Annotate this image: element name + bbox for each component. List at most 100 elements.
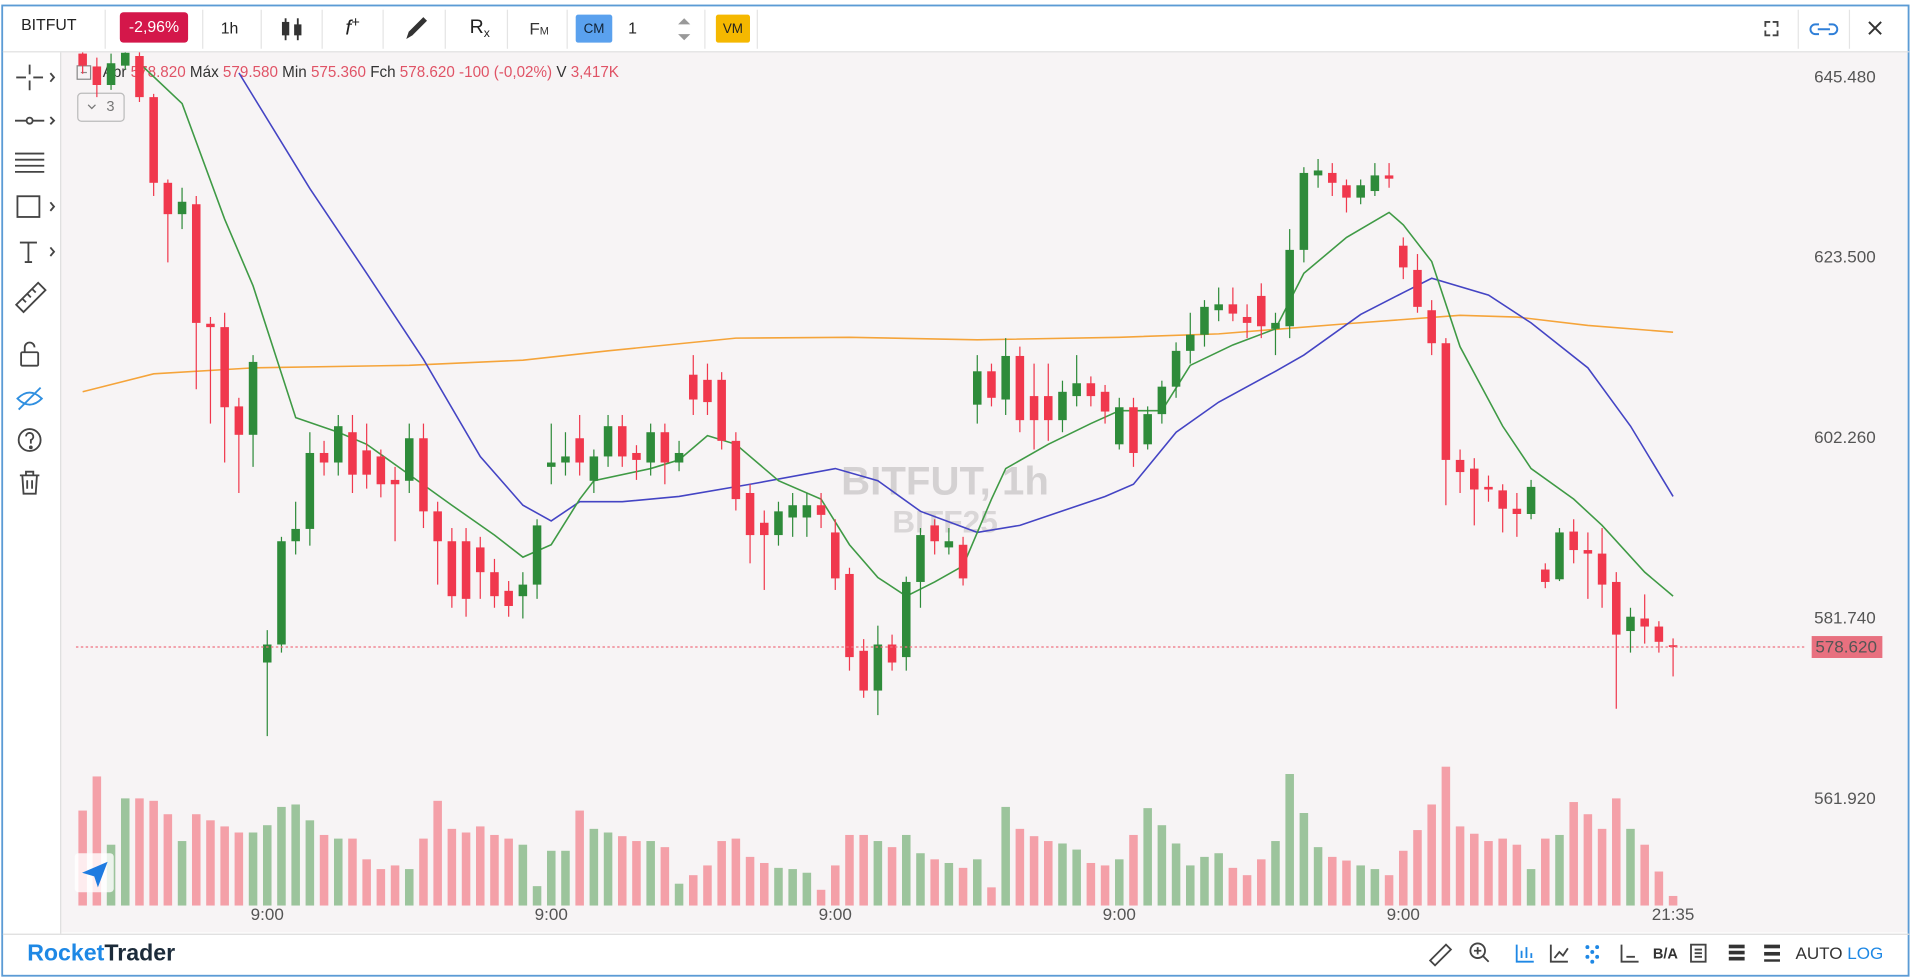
volume-bar <box>902 834 911 906</box>
volume-bar <box>376 869 386 906</box>
candle-body <box>717 379 726 441</box>
candle-body <box>1058 391 1067 421</box>
candle-type-button[interactable] <box>281 18 302 41</box>
ba-button[interactable]: B/A <box>1653 946 1679 962</box>
fullscreen-button[interactable] <box>1764 21 1779 37</box>
candle-body <box>1044 396 1053 421</box>
candle-body <box>1214 304 1223 311</box>
volume-bar <box>632 841 641 906</box>
candle-body <box>1129 407 1138 453</box>
interval-button[interactable]: 1h <box>221 20 239 37</box>
volume-bar <box>163 814 173 906</box>
x-tick-label: 9:00 <box>819 905 852 924</box>
volume-bar <box>1228 867 1238 906</box>
help-button[interactable] <box>17 428 42 452</box>
legend-toggle[interactable] <box>76 65 92 80</box>
close-value: 578.620 <box>400 64 455 81</box>
volume-bar <box>333 838 343 906</box>
quantity-spinner[interactable] <box>678 18 691 41</box>
change-value: -2,96% <box>129 19 179 36</box>
volume-bar <box>1186 865 1195 906</box>
volume-bar <box>1612 798 1621 906</box>
volume-bar <box>1441 766 1451 906</box>
volume-bar <box>1214 853 1223 906</box>
volume-bar <box>561 850 570 906</box>
link-button[interactable] <box>1809 23 1839 36</box>
volume-bar <box>1569 802 1578 906</box>
candle-body <box>1441 343 1451 460</box>
candle-body <box>1015 355 1025 421</box>
fib-tool[interactable] <box>15 152 45 173</box>
candle-body <box>1228 304 1238 314</box>
brand-part: Rocket <box>27 940 104 966</box>
crosshair-tool[interactable] <box>16 64 56 91</box>
volume-bar <box>206 820 215 906</box>
volume-bar <box>1058 843 1067 906</box>
volume-bar <box>220 826 229 906</box>
zoom-button[interactable] <box>1469 942 1490 963</box>
shape-tool[interactable] <box>16 195 56 218</box>
delete-tool[interactable] <box>19 470 40 495</box>
volume-bar <box>973 859 982 906</box>
remove-indicators-button[interactable]: Rx <box>470 16 490 40</box>
x-tick-label: 9:00 <box>1387 905 1420 924</box>
volume-bar <box>944 862 954 906</box>
line-chart-button[interactable] <box>1549 944 1569 963</box>
candle-body <box>1356 185 1365 198</box>
auto-scale-button[interactable]: AUTO <box>1795 944 1842 963</box>
candle-body <box>646 432 655 463</box>
ruler-button[interactable] <box>1428 943 1453 967</box>
axis-button[interactable] <box>1620 944 1639 963</box>
candle-body <box>1597 553 1607 585</box>
quantity-input[interactable]: 1 <box>628 20 637 37</box>
volume-bar <box>731 838 741 906</box>
candle-body <box>1626 616 1635 632</box>
navigate-button[interactable] <box>74 853 114 893</box>
candle-body <box>816 505 826 515</box>
candle-body <box>1143 414 1152 445</box>
volume-bar <box>1526 869 1536 906</box>
volume-bar <box>688 875 698 906</box>
symbol[interactable]: BITFUT <box>21 17 77 34</box>
candle-body <box>177 201 187 215</box>
close-button[interactable] <box>1868 21 1882 35</box>
volume-bar <box>1015 828 1025 906</box>
candle-body <box>1541 569 1550 582</box>
volume-bar <box>1242 875 1252 906</box>
candle-body <box>419 438 428 512</box>
indicators-collapse[interactable] <box>77 92 125 122</box>
book-button[interactable] <box>1690 943 1707 963</box>
candle-body <box>319 452 329 463</box>
candle-body <box>404 438 414 481</box>
text-tool[interactable] <box>19 241 56 263</box>
vm-button[interactable] <box>715 14 751 43</box>
candle-body <box>688 374 698 400</box>
volume-bar <box>802 872 812 906</box>
volume-bar <box>248 832 258 906</box>
ruler-tool[interactable] <box>14 281 47 314</box>
cm-button[interactable] <box>575 14 613 43</box>
lock-tool[interactable] <box>20 341 40 367</box>
dots-button[interactable] <box>1585 945 1600 964</box>
watermark-title: BITFUT, 1h <box>841 459 1049 504</box>
y-tick-label: 602.260 <box>1814 428 1876 447</box>
candle-body <box>1072 383 1081 397</box>
candle-body <box>1186 334 1195 351</box>
y-tick-label: 561.920 <box>1814 789 1876 808</box>
drawing-toolbar <box>14 64 56 495</box>
dom-button[interactable] <box>1764 944 1780 962</box>
draw-button[interactable] <box>406 17 427 40</box>
volume-bar <box>1029 836 1039 906</box>
candle-body <box>788 505 797 518</box>
candle-body <box>149 97 158 183</box>
line-tool[interactable] <box>15 116 56 125</box>
hide-tool[interactable] <box>16 386 44 411</box>
indicator-button[interactable]: f+ <box>345 15 360 40</box>
volume-value: 3,417K <box>571 64 619 81</box>
fm-button[interactable]: FM <box>529 19 549 38</box>
candle-body <box>1115 407 1124 445</box>
list-button[interactable] <box>1728 944 1745 961</box>
log-scale-button[interactable]: LOG <box>1847 944 1883 963</box>
bars-button[interactable] <box>1515 944 1534 963</box>
candle-body <box>262 644 272 663</box>
